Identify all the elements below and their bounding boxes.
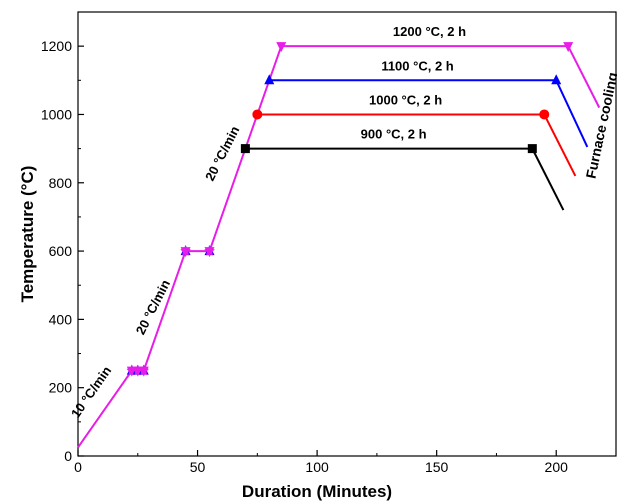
series-label: 1000 °C, 2 h — [369, 92, 442, 107]
y-tick-label: 0 — [64, 448, 72, 464]
series-label: 900 °C, 2 h — [361, 127, 427, 142]
cooling-line — [543, 114, 577, 177]
x-tick-label: 200 — [545, 459, 569, 475]
y-tick-label: 800 — [49, 175, 73, 191]
x-tick-label: 0 — [74, 459, 82, 475]
y-tick-label: 200 — [49, 380, 73, 396]
furnace-cooling-label: Furnace cooling — [582, 71, 617, 180]
data-point — [563, 42, 574, 53]
data-point — [551, 74, 562, 85]
markers — [126, 42, 574, 377]
data-point — [264, 74, 275, 85]
data-point — [204, 245, 215, 256]
axes: 0 50 100 150 200 0 200 400 600 800 1000 1200 Duratio… — [18, 11, 617, 501]
plot-frame — [77, 11, 617, 457]
data-point — [527, 144, 537, 154]
y-tick-label: 400 — [49, 311, 73, 327]
series-label: 1200 °C, 2 h — [393, 24, 466, 39]
y-tick-label: 1200 — [41, 38, 72, 54]
series-lines — [77, 45, 601, 449]
data-point — [252, 109, 263, 120]
y-tick-label: 600 — [49, 243, 73, 259]
data-point — [180, 245, 191, 256]
cooling-line — [555, 79, 589, 148]
x-tick-label: 50 — [190, 459, 206, 475]
heating-rate-label: 10 °C/min — [68, 363, 114, 420]
series-label: 1100 °C, 2 h — [381, 58, 453, 73]
x-axis-title: Duration (Minutes) — [242, 482, 392, 501]
data-point — [276, 42, 287, 53]
y-tick-label: 1000 — [41, 106, 72, 122]
data-point — [240, 144, 250, 154]
x-tick-label: 150 — [425, 459, 449, 475]
data-point — [138, 365, 149, 376]
annotations: 900 °C, 2 h 1000 °C, 2 h 1100 °C, 2 h 1200 … — [68, 24, 617, 420]
y-axis-title: Temperature (°C) — [18, 166, 37, 303]
cooling-line — [531, 148, 565, 211]
cooling-line — [567, 45, 601, 109]
data-point — [539, 109, 550, 120]
x-tick-label: 100 — [305, 459, 329, 475]
heating-ramp — [77, 45, 283, 449]
